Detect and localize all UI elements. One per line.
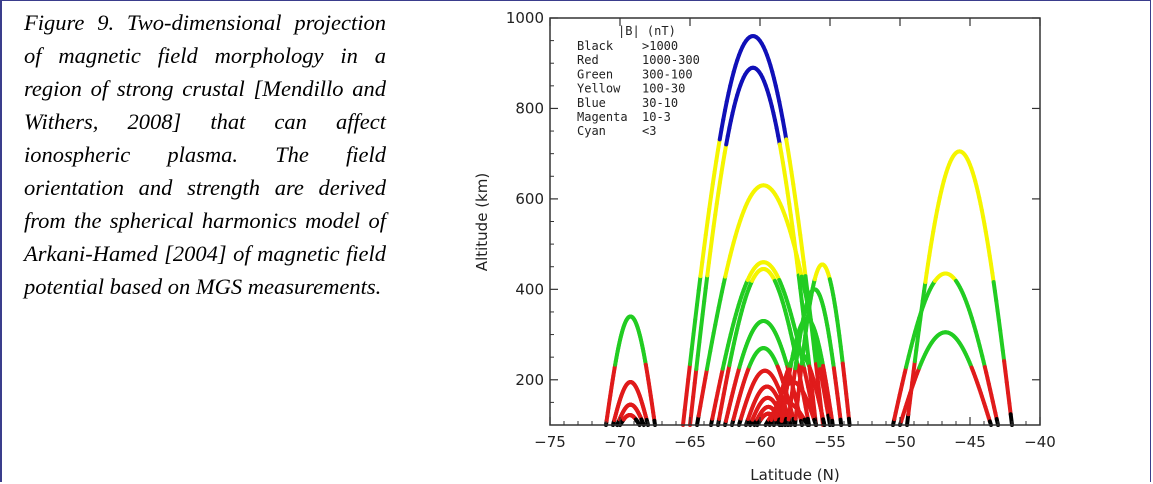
field-line-segment (707, 194, 713, 211)
field-line-segment (692, 367, 699, 386)
legend-entry-name: Black (577, 39, 614, 53)
field-line-segment (838, 417, 844, 427)
legend-entry-range: 10-3 (642, 110, 671, 124)
field-line (716, 266, 811, 427)
field-line-segment (681, 407, 687, 427)
field-line-segment (700, 299, 707, 317)
field-line-segment (705, 206, 712, 224)
field-line-segment (691, 381, 697, 399)
field-line-segment (815, 377, 822, 397)
field-line-segment (699, 312, 705, 331)
legend-entry-range: >1000 (642, 39, 678, 53)
legend-entry-name: Blue (577, 96, 606, 110)
x-tick-label: −70 (604, 433, 636, 451)
legend-entry-name: Yellow (577, 82, 621, 96)
field-line (688, 65, 818, 427)
field-line-segment (705, 260, 711, 278)
legend: |B| (nT) Black >1000 Red 1000-300 Green 300-10… (577, 24, 700, 138)
y-tick-label: 800 (515, 99, 544, 117)
field-line (905, 149, 1014, 427)
field-line-segment (846, 416, 852, 427)
magnetic-field-chart: −75 −70 −65 −60 −55 −50 −45 −40 200 400 600 800 1000… (473, 9, 1056, 484)
field-line (618, 413, 642, 427)
field-line-segment (801, 260, 808, 279)
field-line-segment (694, 353, 700, 372)
field-line-segment (814, 362, 820, 382)
field-line-segment (703, 219, 710, 237)
x-tick-label: −55 (814, 433, 846, 451)
legend-title: |B| (nT) (618, 24, 676, 38)
field-line-segment (709, 182, 715, 199)
field-line-segment (693, 302, 699, 322)
axes: −75 −70 −65 −60 −55 −50 −45 −40 200 400 600 800 1000 (506, 9, 1056, 451)
x-tick-label: −50 (884, 433, 916, 451)
field-line-segment (796, 219, 803, 237)
field-line-segment (791, 182, 797, 199)
field-line-segment (695, 339, 702, 358)
field-line-segment (702, 232, 708, 251)
legend-entry-name: Red (577, 53, 599, 67)
x-tick-label: −65 (674, 433, 706, 451)
x-tick-label: −45 (954, 433, 986, 451)
field-line-segment (793, 194, 799, 211)
field-line-segment (706, 248, 713, 265)
field-line-segment (803, 274, 810, 293)
field-line (793, 262, 852, 427)
x-tick-label: −60 (744, 433, 776, 451)
legend-entry-range: 100-30 (642, 82, 685, 96)
field-line-segment (682, 392, 689, 412)
y-tick-label: 1000 (506, 9, 544, 27)
y-tick-label: 400 (515, 280, 544, 298)
field-line-segment (804, 339, 811, 358)
field-line-segment (686, 362, 692, 382)
field-line (604, 314, 657, 427)
field-line (611, 380, 650, 427)
legend-entry-name: Cyan (577, 124, 606, 138)
field-line (709, 260, 818, 427)
field-line-segment (703, 273, 710, 291)
field-line-segment (689, 394, 696, 413)
field-line-segment (698, 260, 705, 279)
x-tick-label: −75 (534, 433, 566, 451)
field-line (898, 330, 993, 427)
field-line-segment (812, 347, 818, 367)
field-line-segment (796, 273, 803, 291)
field-line-segment (798, 232, 804, 251)
legend-entry-range: 30-10 (642, 96, 678, 110)
field-line-segment (800, 246, 806, 265)
field-line-segment (689, 332, 696, 352)
field-line-segment (697, 326, 704, 344)
legend-entry-range: <3 (642, 124, 656, 138)
field-line-segment (809, 381, 815, 399)
figure-caption: Figure 9. Two-dimensional projection of … (24, 10, 386, 299)
field-line-segment (684, 377, 691, 397)
field-line-segment (708, 236, 715, 253)
field-line-segment (798, 286, 804, 304)
field-line-segment (695, 288, 701, 307)
field-line (891, 271, 1000, 427)
field-line-segment (691, 317, 698, 337)
legend-entry-name: Magenta (577, 110, 628, 124)
y-tick-label: 200 (515, 371, 544, 389)
y-tick-label: 600 (515, 190, 544, 208)
field-lines (604, 34, 1014, 427)
x-tick-label: −40 (1024, 433, 1056, 451)
x-axis-title: Latitude (N) (750, 466, 839, 484)
field-line-segment (696, 274, 703, 293)
legend-entry-range: 1000-300 (642, 53, 700, 67)
field-line (695, 183, 832, 427)
y-axis-title: Altitude (km) (473, 173, 491, 271)
field-line-segment (700, 246, 706, 265)
field-line-segment (794, 206, 801, 224)
legend-entry-range: 300-100 (642, 67, 693, 81)
legend-entry-name: Green (577, 67, 613, 81)
field-line-segment (688, 347, 694, 367)
field-line-segment (702, 286, 708, 304)
